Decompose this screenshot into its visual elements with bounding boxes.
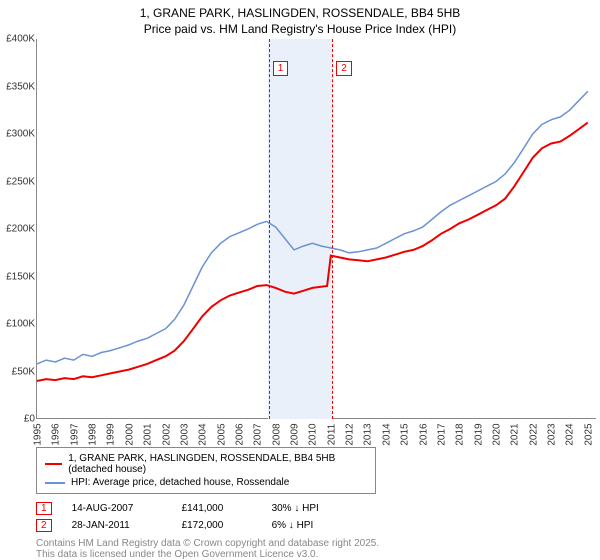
plot: 12£0£50K£100K£150K£200K£250K£300K£350K£4… xyxy=(36,39,596,419)
transaction-delta: 30% ↓ HPI xyxy=(272,503,319,514)
title-line-2: Price paid vs. HM Land Registry's House … xyxy=(0,22,600,38)
chart-title: 1, GRANE PARK, HASLINGDEN, ROSSENDALE, B… xyxy=(0,0,600,39)
x-tick: 2009 xyxy=(290,424,301,446)
transactions-table: 1 14-AUG-2007 £141,000 30% ↓ HPI 2 28-JAN-201… xyxy=(36,500,600,534)
y-tick: £300K xyxy=(1,129,35,140)
x-tick: 2014 xyxy=(381,424,392,446)
line-layer xyxy=(37,39,597,419)
footer: Contains HM Land Registry data © Crown c… xyxy=(36,538,600,560)
transaction-delta: 6% ↓ HPI xyxy=(272,520,314,531)
footer-line-2: This data is licensed under the Open Gov… xyxy=(36,549,600,560)
transaction-price: £172,000 xyxy=(182,520,252,531)
x-tick: 2015 xyxy=(400,424,411,446)
transaction-marker-box: 2 xyxy=(36,519,52,532)
legend-swatch xyxy=(45,482,65,484)
legend-item: 1, GRANE PARK, HASLINGDEN, ROSSENDALE, B… xyxy=(45,452,367,476)
transaction-date: 28-JAN-2011 xyxy=(72,520,162,531)
x-tick: 2004 xyxy=(198,424,209,446)
y-tick: £400K xyxy=(1,34,35,45)
x-tick: 2017 xyxy=(437,424,448,446)
y-tick: £0 xyxy=(1,414,35,425)
y-tick: £350K xyxy=(1,81,35,92)
series-price-paid xyxy=(37,123,588,381)
x-tick: 2024 xyxy=(565,424,576,446)
x-tick: 2011 xyxy=(326,424,337,446)
transaction-row: 1 14-AUG-2007 £141,000 30% ↓ HPI xyxy=(36,500,600,517)
x-tick: 2007 xyxy=(253,424,264,446)
y-tick: £150K xyxy=(1,271,35,282)
x-tick: 2008 xyxy=(271,424,282,446)
x-tick: 2025 xyxy=(583,424,594,446)
title-line-1: 1, GRANE PARK, HASLINGDEN, ROSSENDALE, B… xyxy=(0,6,600,22)
x-tick: 2023 xyxy=(547,424,558,446)
footer-line-1: Contains HM Land Registry data © Crown c… xyxy=(36,538,600,549)
x-tick: 2019 xyxy=(473,424,484,446)
legend-swatch xyxy=(45,463,62,465)
x-tick: 2000 xyxy=(124,424,135,446)
x-tick: 2020 xyxy=(492,424,503,446)
x-tick: 1997 xyxy=(69,424,80,446)
legend-label: 1, GRANE PARK, HASLINGDEN, ROSSENDALE, B… xyxy=(68,453,367,475)
x-tick: 2002 xyxy=(161,424,172,446)
x-tick: 2012 xyxy=(345,424,356,446)
legend-label: HPI: Average price, detached house, Ross… xyxy=(71,477,289,488)
transaction-row: 2 28-JAN-2011 £172,000 6% ↓ HPI xyxy=(36,517,600,534)
transaction-price: £141,000 xyxy=(182,503,252,514)
marker-line-1 xyxy=(269,39,270,419)
marker-label-1: 1 xyxy=(273,61,289,76)
y-tick: £100K xyxy=(1,319,35,330)
y-tick: £200K xyxy=(1,224,35,235)
series-hpi xyxy=(37,91,588,364)
x-tick: 2005 xyxy=(216,424,227,446)
legend: 1, GRANE PARK, HASLINGDEN, ROSSENDALE, B… xyxy=(36,447,376,494)
x-tick: 2022 xyxy=(528,424,539,446)
x-tick: 2010 xyxy=(308,424,319,446)
transaction-date: 14-AUG-2007 xyxy=(72,503,162,514)
x-tick: 2003 xyxy=(180,424,191,446)
chart-area: 12£0£50K£100K£150K£200K£250K£300K£350K£4… xyxy=(36,39,596,419)
y-tick: £50K xyxy=(1,366,35,377)
x-tick: 2016 xyxy=(418,424,429,446)
x-tick: 1996 xyxy=(51,424,62,446)
x-tick: 2001 xyxy=(143,424,154,446)
x-tick: 1999 xyxy=(106,424,117,446)
marker-label-2: 2 xyxy=(336,61,352,76)
transaction-marker-box: 1 xyxy=(36,502,52,515)
marker-line-2 xyxy=(332,39,333,419)
y-tick: £250K xyxy=(1,176,35,187)
legend-item: HPI: Average price, detached house, Ross… xyxy=(45,476,367,489)
x-tick: 1995 xyxy=(33,424,44,446)
x-tick: 2013 xyxy=(363,424,374,446)
x-tick: 1998 xyxy=(88,424,99,446)
x-tick: 2021 xyxy=(510,424,521,446)
chart-container: 1, GRANE PARK, HASLINGDEN, ROSSENDALE, B… xyxy=(0,0,600,560)
x-tick: 2006 xyxy=(235,424,246,446)
x-tick: 2018 xyxy=(455,424,466,446)
